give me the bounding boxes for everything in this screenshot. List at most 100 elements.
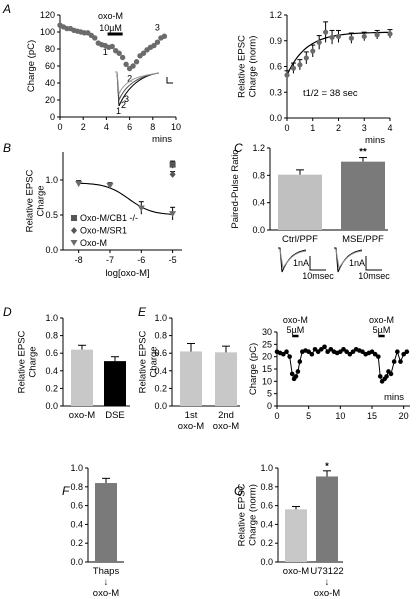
y-axis-label-line: Relative EPSC (17, 330, 28, 393)
data-point (377, 374, 383, 379)
data-point (306, 349, 311, 355)
y-tick-label: 0.4 (70, 519, 83, 529)
x-category-label: oxo-M (314, 588, 340, 599)
scale-time-label: 10msec (358, 271, 390, 281)
scale-amp-label: 1nA (293, 258, 309, 268)
data-point (284, 349, 289, 355)
panel-c: C 0.0 0.4 0.8 1.2 Paired-Pulse Ratio Ctrl/PPF M… (230, 141, 390, 281)
x-category-label: oxo-M (283, 566, 309, 577)
y-axis-label-line: Paired-Pulse Ratio (230, 149, 241, 228)
y-tick-label: 0.2 (260, 538, 273, 548)
y-axis-label-line: Relative EPSC (25, 169, 36, 232)
x-tick-label: 0 (284, 123, 289, 133)
y-tick-label: 20 (45, 95, 55, 105)
data-point (310, 48, 316, 54)
data-point (287, 354, 292, 359)
data-point (391, 359, 397, 364)
data-point (116, 50, 122, 56)
data-point-triangle (75, 181, 83, 187)
y-tick-label: 0 (50, 112, 55, 122)
data-point (161, 33, 168, 39)
fit-curve (78, 182, 173, 215)
data-point (119, 54, 126, 61)
x-category-label: 1st (185, 410, 198, 421)
data-point (341, 346, 346, 352)
x-category-label: oxo-M (69, 410, 95, 421)
half-time-annotation: t1/2 = 38 sec (303, 88, 358, 99)
y-tick-label: 0.4 (45, 366, 58, 376)
data-point (350, 349, 356, 355)
x-tick-label: 8 (150, 122, 155, 132)
significance-marker: ** (359, 147, 367, 158)
data-point (372, 351, 378, 357)
data-point (323, 29, 329, 35)
data-point (387, 31, 393, 37)
y-axis-label-line: Charge (pC) (248, 343, 259, 395)
y-tick-label: 0.4 (260, 519, 273, 529)
data-point (369, 349, 375, 355)
data-point (295, 369, 301, 374)
scale-bar (365, 256, 382, 271)
drug-label: oxo-M (98, 11, 123, 21)
x-tick-label: 5 (306, 411, 311, 421)
y-axis-label: Relative EPSCCharge (norm) (237, 483, 259, 546)
trace-label: 2 (121, 100, 126, 110)
y-tick-label: 0.8 (70, 482, 83, 492)
data-point (347, 351, 353, 357)
y-axis-label: Paired-Pulse Ratio (230, 149, 241, 228)
bar (71, 349, 93, 406)
data-point (109, 43, 115, 50)
panel-letter: C (234, 141, 243, 155)
example-trace (279, 249, 307, 270)
x-tick-label: -6 (137, 255, 145, 265)
y-tick-label: 1.0 (45, 175, 58, 185)
drug-label: oxo-M (369, 315, 394, 325)
x-tick-label: 4 (387, 123, 392, 133)
data-point-triangle (106, 183, 114, 190)
data-point-triangle (137, 205, 145, 212)
y-tick-label: 0 (267, 401, 272, 411)
drug-conc: 5µM (373, 325, 391, 335)
x-category-label: 2nd (218, 410, 234, 421)
bar (316, 476, 338, 562)
y-tick-label: 0.6 (260, 501, 273, 511)
x-category-label: ↓ (104, 577, 109, 588)
y-tick-label: 1.0 (45, 313, 58, 323)
data-point (293, 374, 299, 379)
y-axis-label-line: Charge (28, 346, 39, 377)
x-tick-label: -8 (75, 255, 83, 265)
data-point (322, 344, 327, 350)
data-point (140, 50, 147, 56)
y-tick-label: 0.2 (45, 383, 58, 393)
x-category-label: Ctrl/PPF (282, 234, 318, 245)
y-axis-label-line: Charge (norm) (248, 484, 259, 546)
x-tick-label: 4 (104, 122, 109, 132)
data-point (325, 349, 330, 355)
bar (215, 352, 237, 406)
x-axis-label: mins (365, 135, 385, 146)
panel-letter: D (3, 305, 12, 319)
panel-letter: B (3, 141, 11, 155)
bar (180, 351, 202, 406)
y-tick-label: 0.9 (269, 36, 282, 46)
y-tick-label: 0.6 (45, 348, 58, 358)
scale-bar (166, 77, 173, 84)
x-tick-label: 6 (127, 122, 132, 132)
data-point (154, 39, 161, 45)
y-tick-label: 10 (262, 376, 272, 386)
inset-trace (115, 71, 160, 95)
y-tick-label: 15 (262, 364, 272, 374)
bar (95, 483, 117, 562)
y-tick-label: 0.0 (70, 557, 83, 567)
y-tick-label: 0.0 (45, 245, 58, 255)
y-tick-label: 0.4 (154, 366, 167, 376)
data-point (328, 346, 334, 352)
bar (341, 161, 385, 230)
y-axis-label: Relative EPSCCharge (17, 330, 39, 393)
data-point (92, 35, 98, 41)
panel-d: D 0.0 0.2 0.4 0.6 0.8 1.0 oxo-M DSE Relative EPSC… (3, 305, 130, 421)
data-point (297, 62, 303, 68)
y-tick-label: 0.0 (269, 113, 282, 123)
y-tick-label: 0.4 (252, 198, 265, 208)
